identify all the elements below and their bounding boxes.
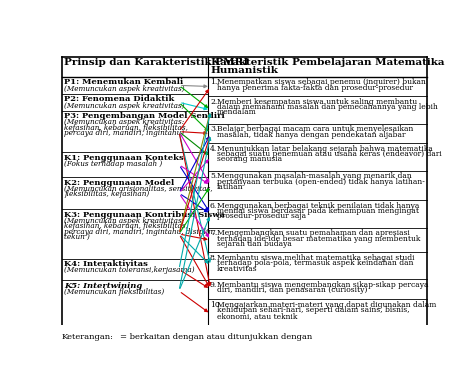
Text: kehidupan sehari-hari, seperti dalam sains, bisnis,: kehidupan sehari-hari, seperti dalam sai… [217,306,409,314]
Text: (Memuncukan toleransi,kerjasama): (Memuncukan toleransi,kerjasama) [64,266,195,274]
Text: (Memuncukan aspek kreativitas:: (Memuncukan aspek kreativitas: [64,119,184,127]
Text: menilai siswa berdasar pada kemampuan mengingat: menilai siswa berdasar pada kemampuan me… [217,207,418,215]
Text: seorang manusia: seorang manusia [217,155,281,164]
Text: Belajar berbagai macam cara untuk menyelesaikan: Belajar berbagai macam cara untuk menyel… [217,126,413,134]
Text: masalah, tidak hanya dengan pendekatan aljabar: masalah, tidak hanya dengan pendekatan a… [217,131,405,139]
Text: sebagai suatu penemuan atau usaha keras (endeavor) dari: sebagai suatu penemuan atau usaha keras … [217,150,441,158]
Text: 5.: 5. [209,172,217,180]
Text: sejarah dan budaya: sejarah dan budaya [217,240,291,248]
Text: pertanyaan terbuka (open-ended) tidak hanya latihan-: pertanyaan terbuka (open-ended) tidak ha… [217,178,424,186]
Text: diri, mandiri, dan penasaran (curiosity): diri, mandiri, dan penasaran (curiosity) [217,287,367,294]
Text: Prinsip dan Karakteristik PMRI: Prinsip dan Karakteristik PMRI [64,58,248,68]
Text: 8.: 8. [209,254,217,262]
Text: dalam memahami masalah dan pemecahannya yang lebih: dalam memahami masalah dan pemecahannya … [217,103,437,111]
Text: Memberi kesempatan siswa untuk saling membantu: Memberi kesempatan siswa untuk saling me… [217,98,416,106]
Text: K1: Penggunaan Konteks: K1: Penggunaan Konteks [64,154,184,162]
Text: Menunjukkan latar belakang sejarah bahwa matematika: Menunjukkan latar belakang sejarah bahwa… [217,145,432,153]
Text: fleksibilitas, kefasihan): fleksibilitas, kefasihan) [64,190,149,198]
Text: 7.: 7. [209,229,217,237]
Text: ekonomi, atau teknik: ekonomi, atau teknik [217,312,297,320]
Text: (Memuncukan fleksibilitas): (Memuncukan fleksibilitas) [64,288,164,296]
Text: kreativitas: kreativitas [217,265,257,273]
Text: K3: Penggunaan Kontribusi Siswa: K3: Penggunaan Kontribusi Siswa [64,211,225,219]
Text: = berkaitan dengan atau ditunjukkan dengan: = berkaitan dengan atau ditunjukkan deng… [120,333,312,341]
Text: Menggunakan berbagai teknik penilaian tidak hanya: Menggunakan berbagai teknik penilaian ti… [217,201,418,210]
Text: latihan: latihan [217,183,243,191]
Text: (Memuncukan aspek kreativitas:: (Memuncukan aspek kreativitas: [64,217,184,225]
Text: prosedur-prosedur saja: prosedur-prosedur saja [217,212,306,220]
Text: K4: Interaktivitas: K4: Interaktivitas [64,260,148,268]
Text: 6.: 6. [209,201,217,210]
Text: 3.: 3. [209,126,217,134]
Text: (Fokus terhadap masalah ): (Fokus terhadap masalah ) [64,160,162,168]
Text: Membantu siswa melihat matematika sebagai studi: Membantu siswa melihat matematika sebaga… [217,254,414,262]
Text: kefasihan, kebaruan, fleksibilitas,: kefasihan, kebaruan, fleksibilitas, [64,222,188,230]
Text: Humanistik: Humanistik [210,66,278,75]
Text: Menempatkan siswa sebagai penemu (inquirer) bukan: Menempatkan siswa sebagai penemu (inquir… [217,78,425,87]
Text: 2.: 2. [209,98,217,106]
Text: Menggunakan masalah-masalah yang menarik dan: Menggunakan masalah-masalah yang menarik… [217,172,411,180]
Text: P3: Pengembangan Model Sendiri: P3: Pengembangan Model Sendiri [64,112,225,120]
Text: terhadap ide-ide besar matematika yang membentuk: terhadap ide-ide besar matematika yang m… [217,235,419,243]
Text: hanya penerima fakta-fakta dan prosedur-prosedur: hanya penerima fakta-fakta dan prosedur-… [217,84,412,92]
Text: Mengajarkan materi-materi yang dapat digunakan dalam: Mengajarkan materi-materi yang dapat dig… [217,301,436,309]
Text: mendalam: mendalam [217,108,256,116]
Text: Keterangan:: Keterangan: [62,333,114,341]
Text: kefasihan, kebaruan, fleksibilitas,: kefasihan, kebaruan, fleksibilitas, [64,124,188,132]
Text: (Memuncukan orisionalitas, sensitivitas,: (Memuncukan orisionalitas, sensitivitas, [64,185,212,193]
Text: tekun ): tekun ) [64,233,90,241]
Text: (Memuncukan aspek kreativitas): (Memuncukan aspek kreativitas) [64,85,185,93]
Text: K2: Penggunaan Model: K2: Penggunaan Model [64,178,174,187]
Text: percaya diri, mandiri, ingintahu, disiplin,: percaya diri, mandiri, ingintahu, disipl… [64,228,215,236]
Text: 9.: 9. [209,281,217,289]
Text: 1.: 1. [209,78,217,87]
Text: Karakteristik Pembelajaran Matematika: Karakteristik Pembelajaran Matematika [210,58,443,68]
Text: Mengembangkan suatu pemahaman dan apresiasi: Mengembangkan suatu pemahaman dan apresi… [217,229,409,237]
Text: terhadap pola-pola, termasuk aspek keindahan dan: terhadap pola-pola, termasuk aspek keind… [217,260,413,268]
Text: Membantu siswa mengembangkan sikap-sikap percaya: Membantu siswa mengembangkan sikap-sikap… [217,281,427,289]
Text: P2: Fenomena Didaktik: P2: Fenomena Didaktik [64,95,174,103]
Text: percaya diri, mandiri, ingintahu): percaya diri, mandiri, ingintahu) [64,129,184,137]
Text: P1: Menemukan Kembali: P1: Menemukan Kembali [64,78,183,87]
Text: 10.: 10. [209,301,222,309]
Text: (Memuncukan aspek kreativitas): (Memuncukan aspek kreativitas) [64,101,185,110]
Text: 4.: 4. [209,145,217,153]
Text: K5: Intertwining: K5: Intertwining [64,282,142,290]
